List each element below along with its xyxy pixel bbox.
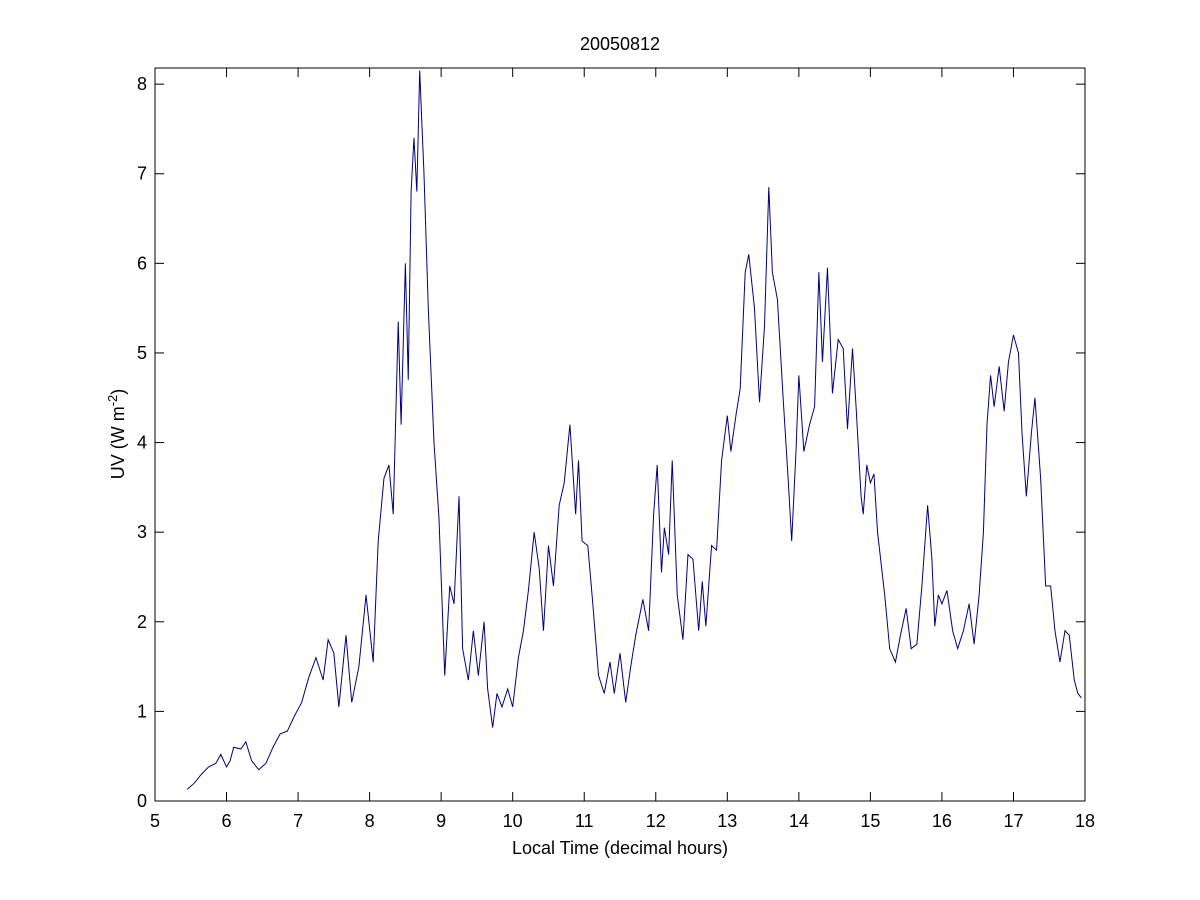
x-tick-label: 14 xyxy=(789,811,809,831)
y-tick-label: 6 xyxy=(137,253,147,273)
x-tick-label: 17 xyxy=(1003,811,1023,831)
x-tick-label: 8 xyxy=(365,811,375,831)
y-tick-label: 0 xyxy=(137,791,147,811)
x-tick-label: 7 xyxy=(293,811,303,831)
y-tick-label: 7 xyxy=(137,164,147,184)
y-axis-label-text: UV (W m xyxy=(108,406,128,479)
y-tick-label: 5 xyxy=(137,343,147,363)
y-axis-label-end: ) xyxy=(108,389,128,395)
x-tick-label: 11 xyxy=(575,811,594,831)
x-tick-label: 6 xyxy=(222,811,232,831)
x-tick-label: 12 xyxy=(646,811,666,831)
x-tick-label: 13 xyxy=(717,811,737,831)
y-tick-label: 4 xyxy=(137,433,147,453)
x-tick-label: 15 xyxy=(860,811,880,831)
x-tick-label: 16 xyxy=(932,811,952,831)
y-axis-label: UV (W m-2) xyxy=(105,389,128,480)
plot-frame xyxy=(154,67,1086,802)
x-axis-label: Local Time (decimal hours) xyxy=(512,838,728,858)
y-tick-label: 2 xyxy=(137,612,147,632)
x-tick-label: 5 xyxy=(150,811,160,831)
x-tick-label: 10 xyxy=(503,811,523,831)
y-tick-label: 8 xyxy=(137,74,147,94)
y-tick-label: 1 xyxy=(137,701,147,721)
x-tick-label: 18 xyxy=(1075,811,1095,831)
x-tick-label: 9 xyxy=(436,811,446,831)
y-tick-label: 3 xyxy=(137,522,147,542)
y-axis-label-sup: -2 xyxy=(105,395,120,407)
chart-title: 20050812 xyxy=(580,34,660,54)
data-line xyxy=(186,70,1082,790)
